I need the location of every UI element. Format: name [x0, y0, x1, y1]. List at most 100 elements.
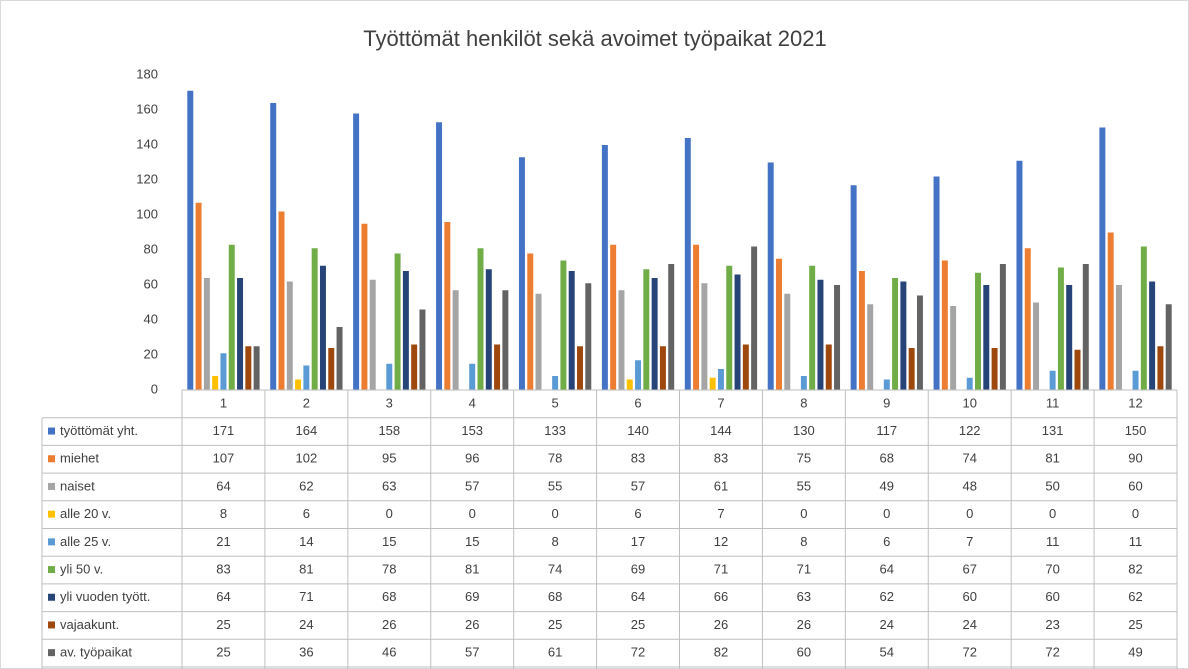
table-value: 64 [216, 478, 230, 493]
table-value: 78 [382, 561, 396, 576]
bar [527, 253, 534, 390]
bar [684, 138, 691, 390]
bar [991, 348, 998, 390]
table-value: 117 [876, 423, 897, 438]
bar [552, 376, 559, 390]
table-value: 158 [378, 423, 400, 438]
x-tick-label: 12 [1128, 395, 1142, 410]
table-value: 171 [213, 423, 235, 438]
bar [1074, 349, 1081, 390]
bar [411, 344, 418, 390]
table-value: 71 [797, 561, 811, 576]
table-value: 130 [793, 423, 815, 438]
bar [734, 274, 741, 390]
table-value: 83 [631, 451, 645, 466]
bar [394, 253, 401, 390]
table-value: 70 [1045, 561, 1059, 576]
table-value: 24 [880, 617, 894, 632]
x-tick-label: 4 [469, 395, 476, 410]
table-value: 95 [382, 451, 396, 466]
y-tick-label: 120 [136, 171, 158, 186]
bar [610, 244, 617, 390]
bar [659, 346, 666, 390]
bar [908, 348, 915, 390]
table-value: 71 [299, 589, 313, 604]
bar [941, 260, 948, 390]
bar [916, 295, 923, 390]
table-value: 6 [883, 534, 890, 549]
x-tick-label: 3 [386, 395, 393, 410]
bar [577, 346, 583, 390]
bar [311, 248, 318, 390]
table-value: 15 [382, 534, 396, 549]
bar [1140, 246, 1147, 390]
table-value: 48 [962, 478, 976, 493]
table-value: 49 [880, 478, 894, 493]
bar [485, 269, 492, 390]
bar [270, 103, 277, 390]
table-value: 153 [461, 423, 483, 438]
bar [618, 290, 625, 390]
table-value: 67 [962, 561, 976, 576]
legend-label: työttömät yht. [60, 423, 138, 438]
bar [601, 145, 608, 390]
bar [502, 290, 509, 390]
table-value: 62 [299, 478, 313, 493]
table-value: 0 [469, 506, 476, 521]
bar [643, 269, 650, 390]
table-value: 60 [962, 589, 976, 604]
table-value: 25 [1128, 617, 1142, 632]
table-value: 25 [216, 645, 230, 660]
x-tick-label: 2 [303, 395, 310, 410]
y-tick-label: 80 [144, 241, 158, 256]
y-tick-label: 20 [144, 346, 158, 361]
table-value: 78 [548, 451, 562, 466]
legend-key [48, 482, 55, 490]
table-value: 140 [627, 423, 649, 438]
legend-label: miehet [60, 451, 99, 466]
bar [892, 278, 899, 390]
bar [1149, 281, 1156, 390]
legend-label: yli 50 v. [60, 561, 103, 576]
table-value: 68 [382, 589, 396, 604]
bar [626, 379, 633, 390]
x-tick-label: 5 [552, 395, 559, 410]
table-value: 63 [797, 589, 811, 604]
table-value: 61 [548, 645, 562, 660]
table-value: 15 [465, 534, 479, 549]
table-value: 60 [797, 645, 811, 660]
bar [477, 248, 484, 390]
bar [668, 264, 675, 390]
x-tick-label: 6 [634, 395, 641, 410]
table-value: 57 [465, 478, 479, 493]
table-value: 90 [1128, 451, 1142, 466]
bar [361, 223, 368, 390]
y-tick-label: 0 [151, 381, 158, 396]
table-value: 74 [548, 561, 562, 576]
table-value: 0 [1049, 506, 1056, 521]
bar [469, 363, 476, 390]
table-value: 83 [216, 561, 230, 576]
table-value: 83 [714, 451, 728, 466]
table-value: 133 [544, 423, 566, 438]
table-value: 81 [1045, 451, 1059, 466]
table-value: 26 [797, 617, 811, 632]
table-value: 11 [1046, 534, 1060, 549]
table-value: 96 [465, 451, 479, 466]
bar [560, 260, 567, 390]
bar [850, 185, 857, 390]
bar [1016, 160, 1023, 390]
bar [1132, 370, 1139, 390]
bar [726, 265, 733, 390]
table-value: 60 [1128, 478, 1142, 493]
table-value: 6 [303, 506, 310, 521]
bar [253, 346, 260, 390]
bar [353, 113, 360, 390]
bar [817, 279, 824, 390]
table-value: 72 [962, 645, 976, 660]
table-value: 36 [299, 645, 313, 660]
table-value: 81 [299, 561, 313, 576]
bar [1057, 267, 1064, 390]
y-tick-label: 180 [136, 66, 158, 81]
